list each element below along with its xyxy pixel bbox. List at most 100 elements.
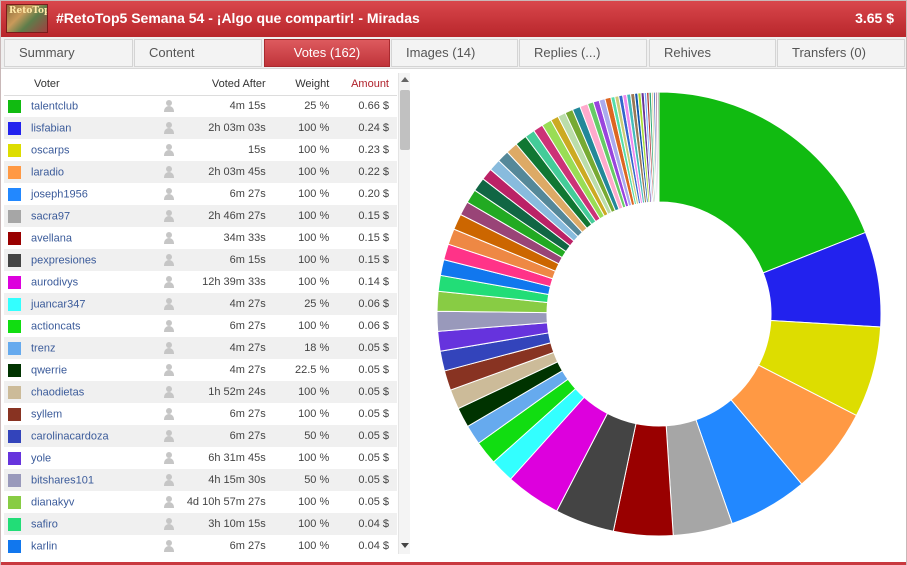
person-icon[interactable] <box>163 100 175 113</box>
tab-rehives[interactable]: Rehives <box>649 39 776 67</box>
tab-images[interactable]: Images (14) <box>391 39 518 67</box>
person-icon[interactable] <box>163 386 175 399</box>
voter-name-link[interactable]: oscarps <box>31 144 70 156</box>
voter-name-link[interactable]: pexpresiones <box>31 254 97 266</box>
amount-cell: 0.05 $ <box>337 381 397 403</box>
weight-cell: 50 % <box>273 469 338 491</box>
person-icon[interactable] <box>163 144 175 157</box>
person-icon[interactable] <box>163 166 175 179</box>
person-icon[interactable] <box>163 518 175 531</box>
person-icon[interactable] <box>163 452 175 465</box>
voter-color-swatch <box>8 495 21 509</box>
vote-share-donut-chart <box>436 91 882 537</box>
voter-name-link[interactable]: avellana <box>31 232 72 244</box>
voter-cell: talentclub <box>4 95 151 117</box>
voter-name-link[interactable]: sacra97 <box>31 210 71 222</box>
person-icon[interactable] <box>163 342 175 355</box>
weight-cell: 22.5 % <box>295 364 330 376</box>
weight-cell: 100 % <box>298 540 330 552</box>
scroll-down-arrow-icon[interactable] <box>401 543 409 548</box>
votes-table-body: talentclub 4m 15s 25 % 0.66 $ lisfabian 2h 03… <box>4 95 397 554</box>
weight-cell: 100 % <box>298 320 330 332</box>
voter-color-swatch <box>8 297 21 311</box>
tab-votes[interactable]: Votes (162) <box>264 39 390 67</box>
table-row: chaodietas 1h 52m 24s 100 % 0.05 $ <box>4 381 397 403</box>
voted-after-cell: 34m 33s <box>223 232 266 244</box>
person-icon[interactable] <box>163 474 175 487</box>
voter-cell: qwerrie <box>4 359 151 381</box>
voter-name-link[interactable]: safiro <box>31 518 58 530</box>
tab-summary[interactable]: Summary <box>4 39 133 67</box>
voter-name-link[interactable]: actioncats <box>31 320 81 332</box>
table-scrollbar[interactable] <box>398 73 410 554</box>
header-amount[interactable]: Amount <box>337 73 397 96</box>
header-voter[interactable]: Voter <box>4 73 152 96</box>
person-icon[interactable] <box>163 540 175 553</box>
person-icon[interactable] <box>163 496 175 509</box>
voter-name-link[interactable]: syllem <box>31 408 63 420</box>
weight-cell: 100 % <box>298 232 330 244</box>
voter-name-link[interactable]: chaodietas <box>31 386 85 398</box>
voted-after-cell: 6h 31m 45s <box>208 452 266 464</box>
voted-after-cell: 4m 27s <box>186 293 274 315</box>
person-icon[interactable] <box>163 320 175 333</box>
voter-cell: juancar347 <box>4 293 152 315</box>
voter-name-link[interactable]: aurodivys <box>31 276 79 288</box>
tab-replies[interactable]: Replies (...) <box>519 39 647 67</box>
voter-name-link[interactable]: dianakyv <box>31 496 75 508</box>
person-icon[interactable] <box>163 430 175 443</box>
person-icon[interactable] <box>163 210 175 223</box>
table-row: laradio 2h 03m 45s 100 % 0.22 $ <box>4 161 397 183</box>
person-icon[interactable] <box>163 276 175 289</box>
amount-cell: 0.20 $ <box>358 188 389 200</box>
person-icon[interactable] <box>163 188 175 201</box>
weight-cell: 100 % <box>273 205 338 227</box>
donut-slice-1[interactable] <box>658 91 867 274</box>
voter-name-link[interactable]: qwerrie <box>31 364 68 376</box>
scrollbar-thumb[interactable] <box>400 90 410 150</box>
person-icon[interactable] <box>163 232 175 245</box>
person-icon[interactable] <box>163 408 175 421</box>
voter-name-link[interactable]: bitshares101 <box>31 474 94 486</box>
tab-content[interactable]: Content <box>134 39 262 67</box>
weight-cell: 100 % <box>273 161 338 183</box>
scroll-up-arrow-icon[interactable] <box>401 77 409 82</box>
amount-cell: 0.05 $ <box>337 337 397 359</box>
amount-cell: 0.05 $ <box>358 364 389 376</box>
weight-cell: 50 % <box>273 425 338 447</box>
table-row: juancar347 4m 27s 25 % 0.06 $ <box>4 293 397 315</box>
voter-name-link[interactable]: talentclub <box>31 100 79 113</box>
amount-cell: 0.04 $ <box>337 513 397 535</box>
weight-cell: 100 % <box>298 452 330 464</box>
amount-cell: 0.04 $ <box>358 540 389 552</box>
profile-cell <box>151 95 187 117</box>
voted-after-cell: 15s <box>247 144 266 156</box>
voter-color-swatch <box>8 407 21 421</box>
voter-name-link[interactable]: yole <box>31 452 52 464</box>
weight-cell: 100 % <box>298 276 330 288</box>
voter-name-link[interactable]: juancar347 <box>31 298 86 310</box>
person-icon[interactable] <box>163 122 175 135</box>
header-voted-after[interactable]: Voted After <box>186 73 274 96</box>
weight-cell: 100 % <box>298 144 330 156</box>
tab-transfers[interactable]: Transfers (0) <box>777 39 905 67</box>
donut-slice-60[interactable] <box>656 91 660 203</box>
person-icon[interactable] <box>163 364 175 377</box>
header-weight[interactable]: Weight <box>273 73 338 96</box>
voter-name-link[interactable]: trenz <box>31 342 56 354</box>
voter-color-swatch <box>8 539 21 553</box>
voter-color-swatch <box>8 429 21 443</box>
post-payout: 3.65 $ <box>855 10 894 26</box>
voter-name-link[interactable]: carolinacardoza <box>31 430 109 442</box>
voter-name-link[interactable]: laradio <box>31 166 65 178</box>
voter-color-swatch <box>8 341 21 355</box>
person-icon[interactable] <box>163 254 175 267</box>
table-row: pexpresiones 6m 15s 100 % 0.15 $ <box>4 249 397 271</box>
voter-cell: trenz <box>4 337 152 359</box>
voter-name-link[interactable]: karlin <box>31 540 58 552</box>
voter-name-link[interactable]: joseph1956 <box>31 188 88 200</box>
voted-after-cell: 2h 03m 03s <box>186 117 274 139</box>
voter-name-link[interactable]: lisfabian <box>31 122 72 134</box>
person-icon[interactable] <box>163 298 175 311</box>
voter-cell: yole <box>4 447 151 469</box>
